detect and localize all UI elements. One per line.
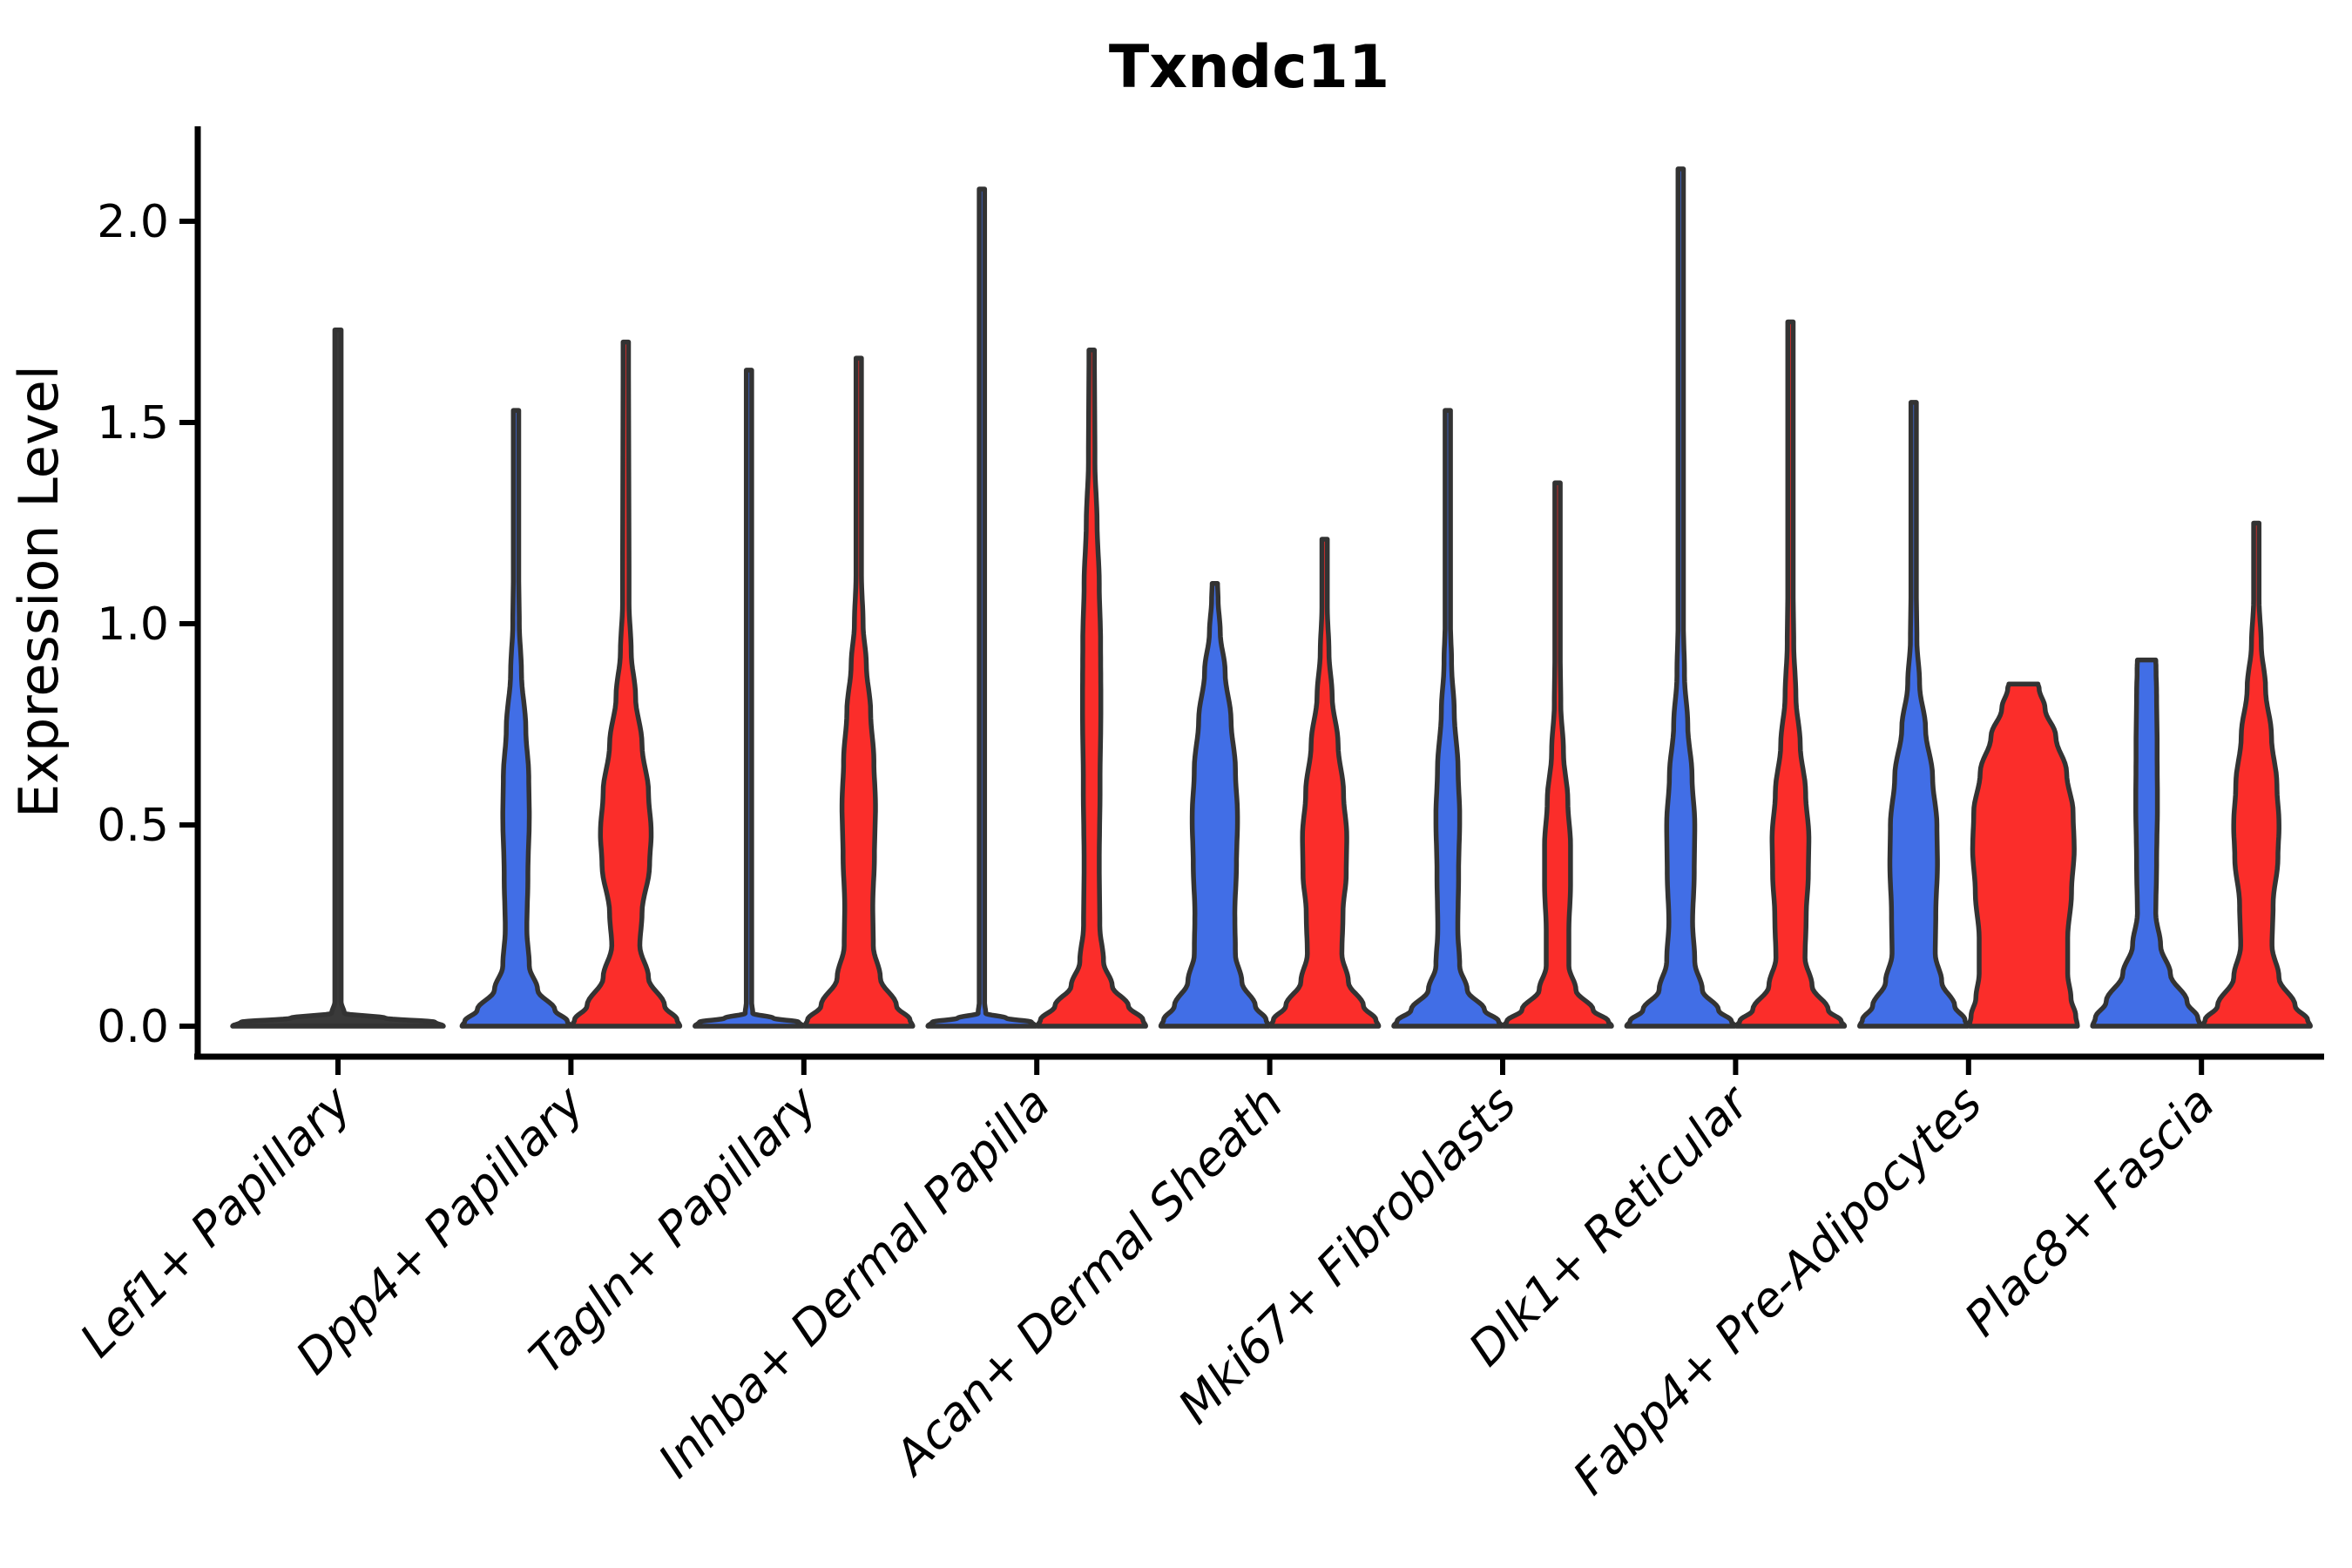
y-tick-label: 1.5 — [97, 397, 169, 449]
violin-mki67-fibroblasts-left — [1391, 408, 1504, 1029]
violin-tagln-papillary-right — [802, 355, 916, 1029]
y-tick-label: 0.5 — [97, 800, 169, 852]
violin-acan-dermal-sheath-right — [1267, 537, 1382, 1029]
y-tick-label: 1.0 — [97, 598, 169, 651]
violin-tagln-papillary-left — [693, 368, 806, 1029]
violin-dpp4-papillary-right — [569, 339, 683, 1029]
violin-inhba-dermal-papilla-right — [1035, 348, 1148, 1029]
violin-fabp4-pre-adipocytes-right — [1967, 681, 2080, 1029]
violin-dpp4-papillary-left — [459, 408, 573, 1029]
violin-mki67-fibroblasts-right — [1501, 480, 1614, 1029]
chart-title: Txndc11 — [1109, 33, 1389, 102]
violin-fabp4-pre-adipocytes-left — [1857, 400, 1970, 1029]
violin-lef1-papillary-center — [230, 327, 446, 1029]
violin-plac8-fascia-right — [2200, 520, 2313, 1029]
y-axis-ticks: 0.0 0.5 1.0 1.5 2.0 — [97, 196, 198, 1053]
y-tick-label: 0.0 — [97, 1001, 169, 1053]
violin-inhba-dermal-papilla-left — [925, 186, 1038, 1029]
violin-acan-dermal-sheath-left — [1158, 581, 1272, 1029]
violin-dlk1-reticular-left — [1624, 166, 1738, 1029]
y-tick-label: 2.0 — [97, 196, 169, 248]
violin-plac8-fascia-left — [2090, 657, 2203, 1029]
y-axis-label: Expression Level — [7, 365, 71, 818]
violin-dlk1-reticular-right — [1734, 319, 1848, 1029]
violin-series-group — [230, 166, 2313, 1029]
